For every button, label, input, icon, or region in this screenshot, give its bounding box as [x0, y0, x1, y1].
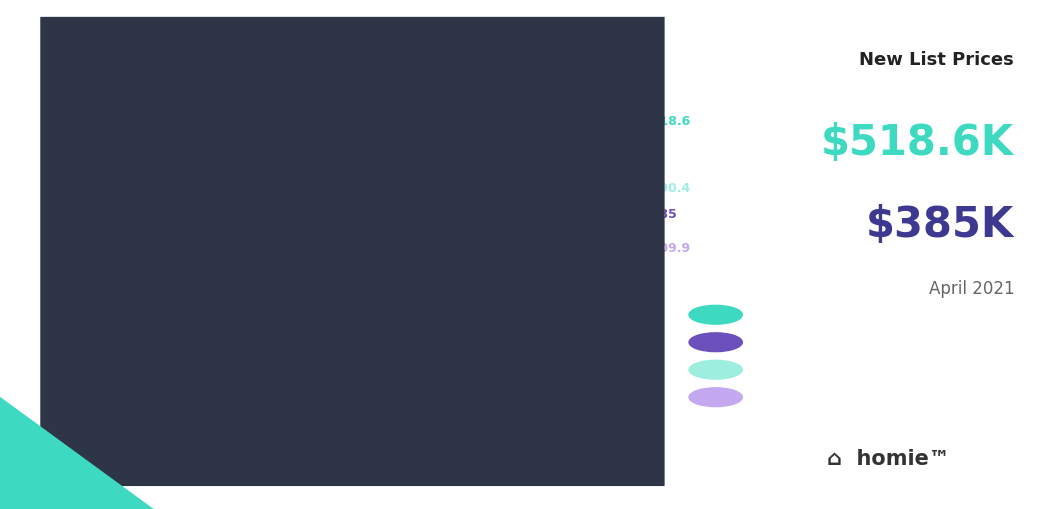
Text: 2020-21: 2020-21 [960, 336, 1014, 349]
Text: New List Prices: New List Prices [860, 51, 1014, 69]
Circle shape [689, 388, 742, 407]
Text: |: | [941, 392, 944, 403]
Circle shape [689, 361, 742, 379]
Circle shape [689, 306, 742, 324]
Circle shape [689, 333, 742, 352]
Text: Median List Price: Median List Price [755, 336, 869, 349]
Text: 2019-20: 2019-20 [960, 365, 1007, 375]
Text: Average List Price: Average List Price [755, 365, 854, 375]
Text: 2019-20: 2019-20 [960, 392, 1007, 403]
Text: $385: $385 [642, 207, 676, 220]
Text: |: | [941, 308, 944, 322]
Text: |: | [941, 336, 944, 349]
Text: $518.6: $518.6 [642, 115, 690, 127]
Text: $518.6K: $518.6K [822, 122, 1014, 164]
Text: Average List Price: Average List Price [755, 308, 876, 322]
Text: 2020-21: 2020-21 [960, 308, 1014, 322]
Text: $390.4: $390.4 [642, 182, 690, 194]
Text: April 2021: April 2021 [929, 280, 1014, 298]
Text: $309.9: $309.9 [642, 242, 690, 255]
Text: $385K: $385K [866, 204, 1014, 245]
Text: |: | [941, 365, 944, 375]
Text: Median List Price: Median List Price [755, 392, 849, 403]
Text: ⌂  homie™: ⌂ homie™ [827, 448, 950, 468]
